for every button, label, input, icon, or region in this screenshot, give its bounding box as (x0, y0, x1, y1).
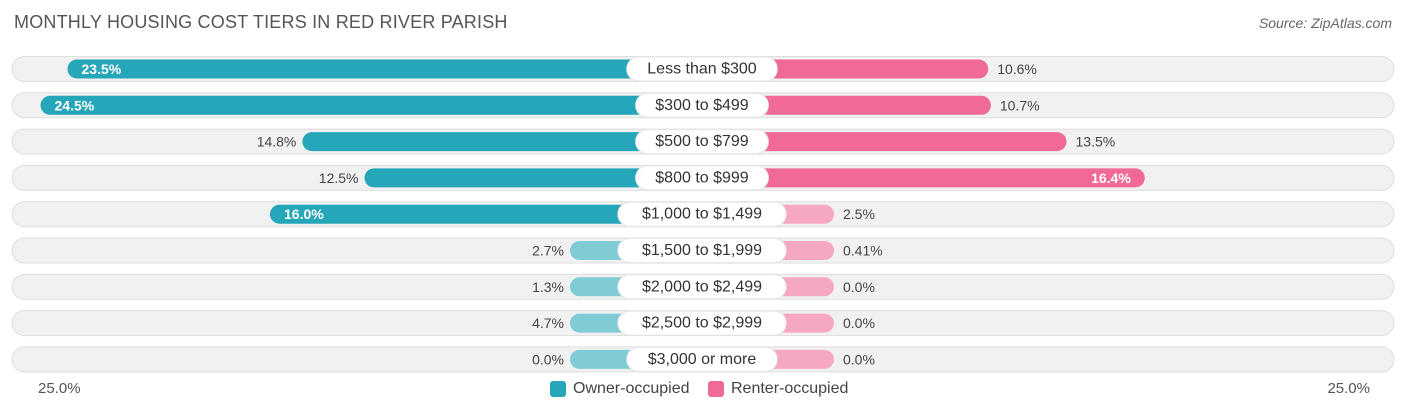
category-pill (617, 274, 787, 300)
owner-bar (364, 168, 702, 188)
category-pill (617, 201, 787, 227)
legend-owner-swatch (550, 381, 566, 397)
renter-bar (702, 132, 1067, 152)
category-label: $800 to $999 (655, 169, 749, 186)
renter-value-label: 10.6% (997, 61, 1037, 77)
legend: Owner-occupied Renter-occupied (0, 380, 1406, 400)
legend-renter-label: Renter-occupied (731, 380, 849, 397)
category-pill (626, 346, 778, 372)
renter-value-label: 16.4% (1091, 170, 1131, 186)
renter-value-label: 0.41% (843, 243, 883, 259)
owner-value-label: 4.7% (532, 315, 564, 331)
category-label: Less than $300 (647, 61, 757, 78)
owner-value-label: 16.0% (284, 206, 324, 222)
legend-owner-label: Owner-occupied (573, 380, 690, 397)
chart-title: MONTHLY HOUSING COST TIERS IN RED RIVER … (14, 12, 508, 32)
owner-value-label: 0.0% (532, 351, 564, 367)
owner-value-label: 2.7% (532, 243, 564, 259)
owner-value-label: 24.5% (55, 97, 95, 113)
category-pill (635, 165, 769, 191)
owner-bar (302, 132, 702, 152)
axis-right-label: 25.0% (1327, 380, 1370, 397)
owner-bar (270, 204, 702, 224)
renter-value-label: 13.5% (1076, 134, 1116, 150)
renter-value-label: 0.0% (843, 279, 875, 295)
category-label: $2,500 to $2,999 (642, 315, 762, 332)
legend-renter[interactable]: Renter-occupied (708, 380, 848, 398)
category-pill (635, 129, 769, 155)
renter-bar (702, 168, 1145, 188)
category-label: $1,500 to $1,999 (642, 242, 762, 259)
category-label: $2,000 to $2,499 (642, 278, 762, 295)
owner-bar (40, 95, 702, 115)
axis-left-label: 25.0% (38, 380, 81, 397)
category-pill (635, 92, 769, 118)
chart-canvas: 23.5% 10.6% Less than $300 24.5% 10.7% $300 t… (11, 56, 1395, 373)
renter-value-label: 0.0% (843, 315, 875, 331)
source-label: Source: ZipAtlas.com (1258, 15, 1392, 31)
owner-value-label: 1.3% (532, 279, 564, 295)
owner-value-label: 12.5% (319, 170, 359, 186)
category-label: $1,000 to $1,499 (642, 206, 762, 223)
owner-value-label: 23.5% (82, 61, 122, 77)
category-pill (617, 310, 787, 336)
owner-bar (67, 59, 702, 79)
renter-value-label: 0.0% (843, 351, 875, 367)
category-label: $300 to $499 (655, 97, 749, 114)
category-label: $500 to $799 (655, 133, 749, 150)
renter-bar (702, 95, 991, 115)
category-pill (617, 238, 787, 263)
legend-owner[interactable]: Owner-occupied (550, 380, 690, 398)
category-pill (626, 56, 778, 82)
renter-value-label: 10.7% (1000, 97, 1040, 113)
category-label: $3,000 or more (648, 351, 757, 368)
owner-value-label: 14.8% (257, 134, 297, 150)
renter-value-label: 2.5% (843, 206, 875, 222)
legend-renter-swatch (708, 381, 724, 397)
